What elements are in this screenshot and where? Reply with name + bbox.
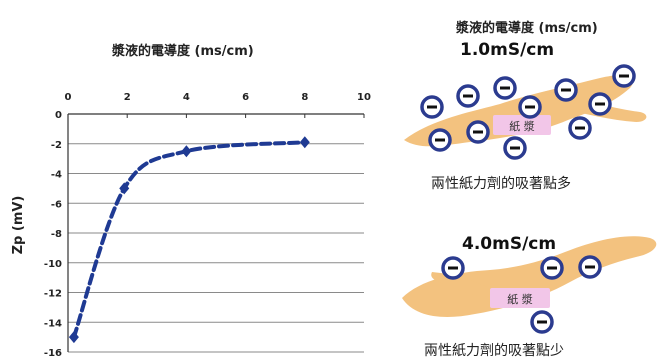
minus-sign-icon <box>456 84 480 108</box>
data-point-3 <box>299 136 310 149</box>
pulp-label-box-bottom <box>490 288 550 308</box>
y-tick--14: -14 <box>44 318 62 329</box>
conductivity-label-top: 1.0mS/cm <box>460 40 555 60</box>
x-tick-labels: 0 2 4 6 8 10 <box>65 92 371 103</box>
minus-sign-icon <box>568 116 592 140</box>
y-tick--12: -12 <box>44 289 62 300</box>
minus-sign-icon <box>503 136 527 160</box>
y-tick--16: -16 <box>44 348 62 359</box>
caption-bottom: 兩性紙力劑的吸著點少 <box>424 343 564 359</box>
y-tick--6: -6 <box>51 199 62 210</box>
chart-series <box>68 136 310 344</box>
caption-top: 兩性紙力劑的吸著點多 <box>431 176 571 192</box>
minus-sign-icon <box>428 128 452 152</box>
minus-sign-icon <box>540 256 564 280</box>
data-point-0 <box>68 331 79 344</box>
x-tick-10: 10 <box>357 92 371 103</box>
minus-sign-icon <box>554 78 578 102</box>
x-tick-8: 8 <box>301 92 308 103</box>
chart-grid <box>67 113 365 353</box>
diagram-title: 漿液的電導度 (ms/cm) <box>456 21 598 36</box>
minus-sign-icon <box>420 95 444 119</box>
negative-charges-top <box>420 64 636 160</box>
x-tick-6: 6 <box>242 92 249 103</box>
minus-sign-icon <box>518 95 542 119</box>
minus-sign-icon <box>530 310 554 334</box>
x-tick-4: 4 <box>183 92 190 103</box>
y-tick-labels: 0 -2 -4 -6 -8 -10 -12 -14 -16 <box>44 110 62 359</box>
pulp-label-bottom: 紙 漿 <box>507 292 533 306</box>
y-tick-0: 0 <box>55 110 62 121</box>
data-point-1 <box>119 182 130 195</box>
y-tick--8: -8 <box>51 229 62 240</box>
conductivity-label-bottom: 4.0mS/cm <box>462 234 557 254</box>
minus-sign-icon <box>493 76 517 100</box>
minus-sign-icon <box>612 64 636 88</box>
data-point-2 <box>181 145 192 158</box>
x-tick-0: 0 <box>65 92 72 103</box>
negative-charges-bottom <box>441 255 602 334</box>
minus-sign-icon <box>588 92 612 116</box>
y-tick--2: -2 <box>51 140 62 151</box>
minus-sign-icon <box>466 120 490 144</box>
series-line-0 <box>71 140 307 340</box>
minus-sign-icon <box>441 256 465 280</box>
y-tick--10: -10 <box>44 259 62 270</box>
minus-sign-icon <box>578 255 602 279</box>
x-tick-2: 2 <box>124 92 131 103</box>
y-axis-label: Zp (mV) <box>11 196 26 255</box>
pulp-label-top: 紙 漿 <box>509 119 535 133</box>
pulp-label-box-top <box>493 115 551 135</box>
y-tick--4: -4 <box>51 170 62 181</box>
chart-title: 漿液的電導度 (ms/cm) <box>112 44 254 59</box>
